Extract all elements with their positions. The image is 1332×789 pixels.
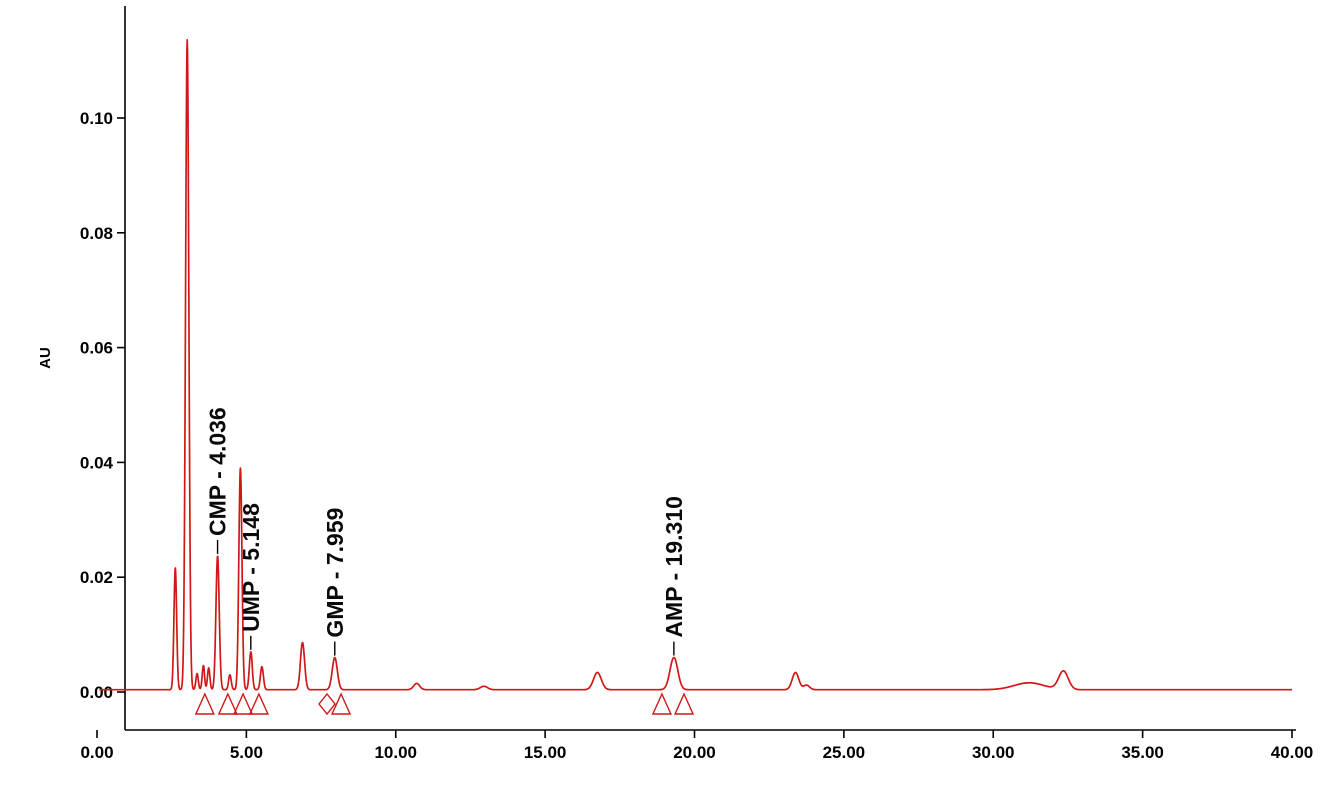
integration-marker-triangle: [194, 692, 215, 715]
integration-marker-diamond: [318, 692, 336, 716]
peak-labels-layer: CMP - 4.036 UMP - 5.148 GMP - 7.959 AMP - 1…: [205, 407, 687, 656]
x-tick-label: 40.00: [1271, 743, 1314, 762]
x-tick-label: 30.00: [972, 743, 1015, 762]
integration-marker-triangle: [248, 692, 270, 715]
peak-label-gmp: GMP - 7.959: [322, 508, 348, 638]
peak-label-ump: UMP - 5.148: [238, 503, 264, 632]
integration-marker-triangle: [233, 692, 254, 715]
x-tick-label: 0.00: [80, 743, 113, 762]
integration-marker-triangle: [217, 692, 238, 715]
x-tick-label: 35.00: [1121, 743, 1164, 762]
axes-layer: 0.00 0.02 0.04 0.06 0.08 0.10 0.00 5.00 10.00 15.…: [80, 6, 1313, 762]
y-tick-label: 0.02: [80, 568, 113, 587]
peak-label-amp: AMP - 19.310: [661, 496, 687, 637]
x-tick-label: 25.00: [823, 743, 866, 762]
x-tick-label: 15.00: [524, 743, 567, 762]
y-tick-label: 0.08: [80, 224, 113, 243]
y-tick-label: 0.04: [80, 453, 114, 472]
chromatogram-trace: [98, 39, 1293, 691]
integration-marker-triangle: [330, 692, 352, 715]
trace-layer: [98, 39, 1293, 691]
peak-label-cmp: CMP - 4.036: [205, 407, 231, 536]
y-tick-label: 0.10: [80, 109, 113, 128]
y-tick-label: 0.00: [80, 683, 113, 702]
x-tick-label: 10.00: [374, 743, 417, 762]
y-axis-title: AU: [37, 347, 54, 369]
integration-markers-layer: [194, 692, 695, 716]
x-tick-label: 20.00: [673, 743, 716, 762]
x-tick-label: 5.00: [230, 743, 263, 762]
integration-marker-triangle: [651, 692, 673, 715]
integration-marker-triangle: [673, 692, 695, 715]
y-tick-label: 0.06: [80, 339, 113, 358]
